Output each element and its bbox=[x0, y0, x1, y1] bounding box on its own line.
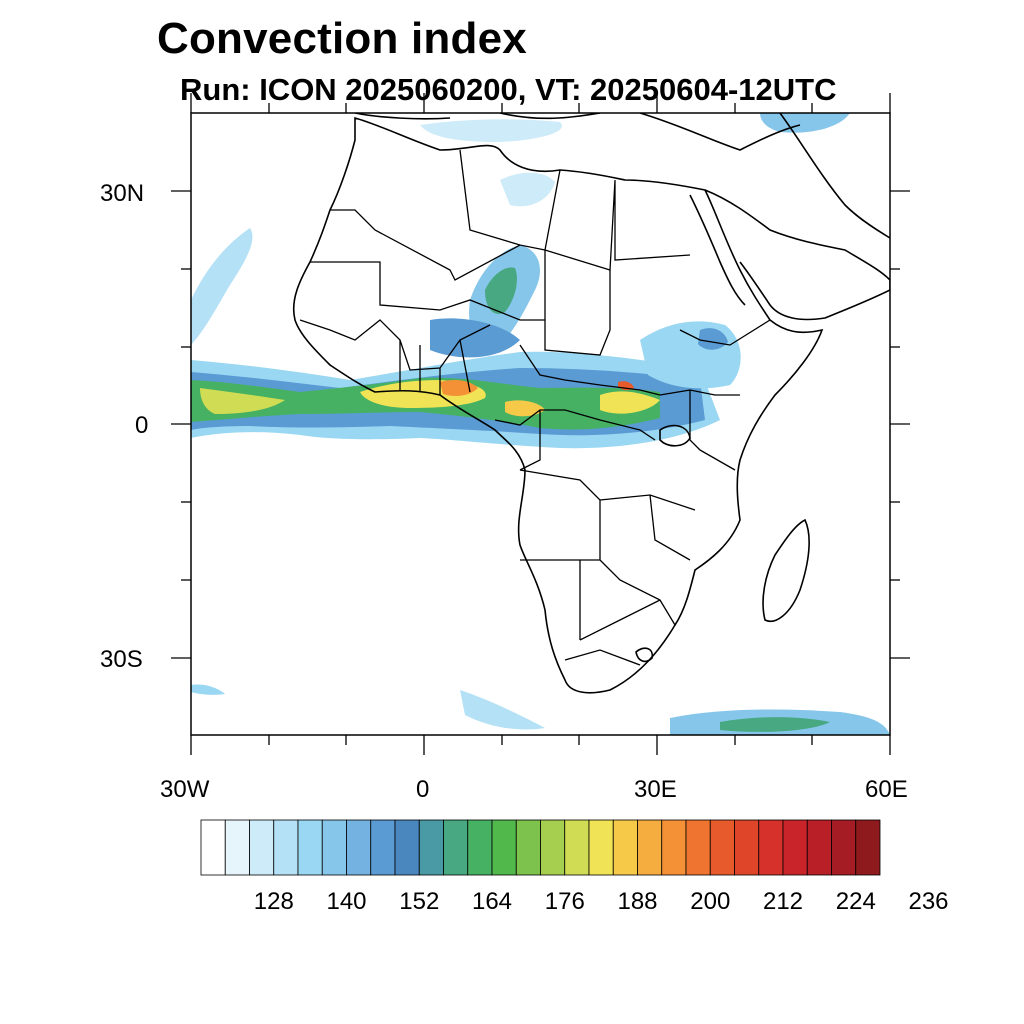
colorbar-label: 236 bbox=[908, 888, 949, 915]
border-west-africa bbox=[299, 319, 491, 395]
arabia-coastline bbox=[704, 189, 890, 321]
colorbar-box bbox=[273, 819, 299, 876]
colorbar-box bbox=[564, 819, 590, 876]
colorbar-box bbox=[855, 819, 881, 876]
south-atlantic-band bbox=[460, 690, 545, 730]
colorbar-box bbox=[758, 819, 784, 876]
lat-label-30n: 30N bbox=[100, 180, 145, 207]
colorbar-label: 188 bbox=[617, 888, 658, 915]
colorbar-box bbox=[443, 819, 469, 876]
colorbar-label: 224 bbox=[835, 888, 876, 915]
lat-label-30s: 30S bbox=[100, 646, 143, 673]
colorbar-box bbox=[734, 819, 760, 876]
coastlines bbox=[292, 113, 890, 694]
colorbar-box bbox=[806, 819, 832, 876]
madagascar-coastline bbox=[762, 518, 810, 622]
europe-coast bbox=[354, 113, 801, 151]
atlantic-arc bbox=[191, 228, 253, 345]
border-central-africa bbox=[494, 344, 661, 471]
colorbar-box bbox=[321, 819, 347, 876]
colorbar-box bbox=[467, 819, 493, 876]
sahel-core bbox=[485, 267, 517, 314]
colorbar-box bbox=[685, 819, 711, 876]
lesotho bbox=[635, 647, 654, 663]
border-southern-africa bbox=[519, 469, 696, 666]
colorbar-label: 140 bbox=[326, 888, 367, 915]
lon-label-60e: 60E bbox=[865, 776, 908, 803]
atlantic-core-1 bbox=[200, 388, 285, 414]
colorbar-box bbox=[612, 819, 638, 876]
border-north-africa bbox=[330, 149, 691, 281]
colorbar-box bbox=[418, 819, 444, 876]
colorbar-box bbox=[224, 819, 250, 876]
colorbar-box bbox=[637, 819, 663, 876]
southwest-band bbox=[191, 684, 225, 695]
red-sea-coast bbox=[689, 194, 746, 306]
colorbar-label: 128 bbox=[253, 888, 294, 915]
congo-core bbox=[600, 391, 660, 414]
colorbar-box bbox=[588, 819, 614, 876]
colorbar-label: 164 bbox=[471, 888, 513, 915]
borders bbox=[299, 149, 771, 666]
south-indian-core bbox=[720, 717, 830, 732]
chart-subtitle: Run: ICON 2025060200, VT: 20250604-12UTC bbox=[180, 72, 837, 107]
colorbar-box bbox=[394, 819, 420, 876]
colorbar-box bbox=[709, 819, 735, 876]
chart-title: Convection index bbox=[157, 14, 527, 63]
colorbar-box bbox=[491, 819, 517, 876]
colorbar-box bbox=[200, 819, 226, 876]
colorbar-label: 176 bbox=[544, 888, 585, 915]
lon-label-30e: 30E bbox=[634, 776, 677, 803]
ethiopia-core bbox=[698, 328, 728, 350]
west-africa-cells bbox=[430, 318, 520, 358]
colorbar-box bbox=[249, 819, 275, 876]
colorbar-box bbox=[540, 819, 566, 876]
colorbar-box bbox=[297, 819, 323, 876]
colorbar bbox=[200, 819, 881, 876]
border-east-africa bbox=[659, 319, 771, 471]
mediterranean-band bbox=[420, 119, 562, 142]
cameroon-core bbox=[505, 400, 545, 417]
colorbar-box bbox=[346, 819, 372, 876]
ethiopia-cells bbox=[640, 321, 741, 389]
colorbar-label: 200 bbox=[690, 888, 731, 915]
axis-ticks bbox=[171, 93, 910, 755]
border-sahel bbox=[310, 250, 611, 356]
colorbar-box bbox=[515, 819, 541, 876]
colorbar-label: 212 bbox=[762, 888, 804, 915]
colorbar-box bbox=[831, 819, 857, 876]
colorbar-box bbox=[782, 819, 808, 876]
turkey-band bbox=[760, 113, 850, 133]
colorbar-box bbox=[370, 819, 396, 876]
libya-cells bbox=[500, 172, 555, 207]
lon-label-0: 0 bbox=[416, 776, 430, 803]
africa-coastline bbox=[292, 116, 824, 694]
lon-label-30w: 30W bbox=[160, 776, 210, 803]
lat-label-0: 0 bbox=[135, 412, 149, 439]
colorbar-label: 152 bbox=[399, 888, 440, 915]
colorbar-box bbox=[661, 819, 687, 876]
persian-gulf bbox=[779, 113, 890, 239]
